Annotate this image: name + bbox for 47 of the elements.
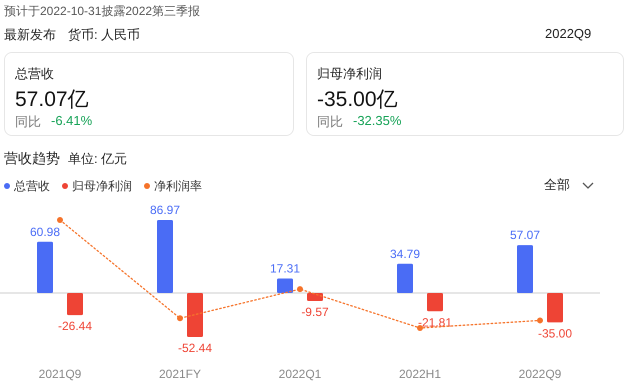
bar — [307, 292, 323, 302]
x-tick-label: 2022Q1 — [278, 367, 322, 381]
legend-label: 归母净利润 — [72, 179, 132, 193]
bar — [67, 292, 83, 316]
text: -35.00亿 — [317, 87, 398, 113]
bar — [517, 245, 533, 293]
data-label: 60.98 — [30, 224, 60, 239]
bar — [37, 242, 53, 293]
point — [57, 217, 63, 223]
text: 2022Q9 — [545, 26, 592, 41]
chart-subtitle: 单位: 亿元 — [68, 150, 128, 168]
data-label: 57.07 — [510, 228, 540, 242]
x-tick-label: 2021Q9 — [38, 367, 82, 381]
bar — [157, 220, 173, 293]
text: -6.41% — [51, 113, 92, 128]
text: 57.07亿 — [15, 87, 89, 113]
data-label: -26.44 — [58, 319, 92, 334]
chart-title: 营收趋势 — [4, 150, 60, 168]
legend-label: 净利润率 — [154, 179, 202, 193]
x-tick-label: 2022Q9 — [518, 367, 562, 381]
legend-label: 总营收 — [13, 179, 50, 193]
data-label: -21.81 — [418, 315, 452, 330]
text: 货币: 人民币 — [68, 26, 140, 44]
bar — [187, 292, 203, 337]
text: 同比 — [15, 113, 41, 131]
text: 同比 — [317, 113, 343, 131]
x-tick-label: 2021FY — [158, 367, 202, 381]
data-label: -35.00 — [538, 326, 572, 340]
x-tick-label: 2022H1 — [398, 367, 442, 381]
text: 归母净利润 — [317, 65, 382, 83]
data-label: -9.57 — [301, 305, 329, 320]
text: 预计于2022-10-31披露2022第三季报 — [4, 3, 200, 20]
data-label: 86.97 — [150, 203, 180, 217]
text: 全部 — [544, 176, 570, 194]
data-label: -52.44 — [178, 341, 212, 355]
bar — [547, 292, 563, 322]
bar — [427, 292, 443, 312]
point — [177, 315, 183, 322]
point — [297, 286, 303, 292]
bar — [277, 278, 293, 293]
point — [537, 317, 543, 324]
bar — [397, 264, 413, 293]
data-label: 17.31 — [270, 261, 300, 276]
data-label: 34.79 — [390, 246, 420, 261]
text: 最新发布 — [4, 26, 56, 44]
text: -32.35% — [353, 113, 402, 128]
text: 总营收 — [15, 65, 54, 83]
